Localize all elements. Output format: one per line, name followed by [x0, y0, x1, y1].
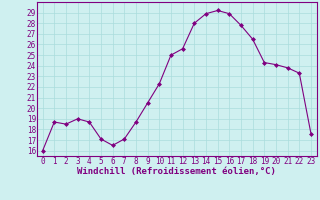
X-axis label: Windchill (Refroidissement éolien,°C): Windchill (Refroidissement éolien,°C) [77, 167, 276, 176]
